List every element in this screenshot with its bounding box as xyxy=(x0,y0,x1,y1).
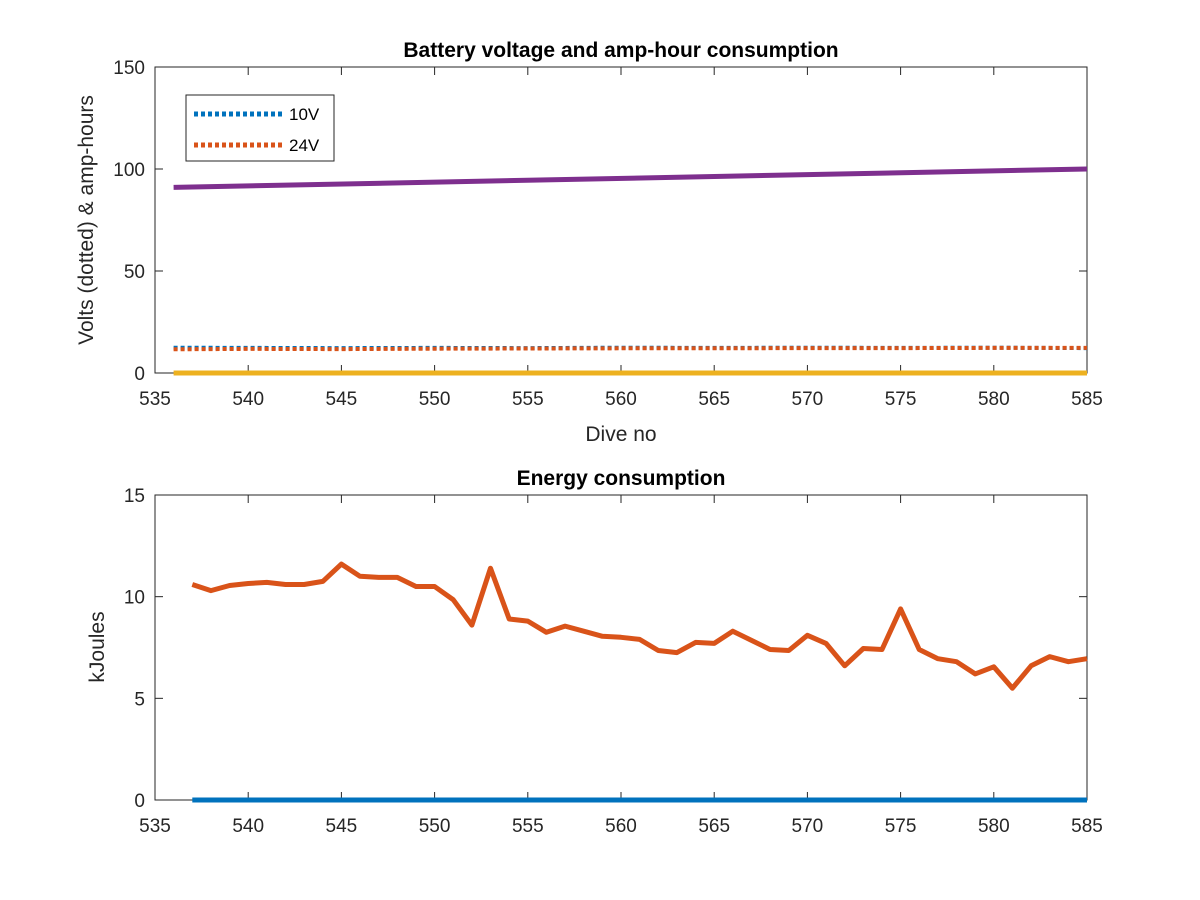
x-tick-label: 560 xyxy=(605,389,637,410)
legend-entry-24v: 24V xyxy=(289,136,320,155)
top-x-axis-label: Dive no xyxy=(585,423,656,446)
bottom-chart-title: Energy consumption xyxy=(517,467,726,490)
top-series-lines xyxy=(173,166,1088,376)
x-tick-label: 575 xyxy=(885,816,917,837)
bottom-chart: Energy consumption kJoules 535 540 545 550 5… xyxy=(86,467,1103,837)
y-tick-label: 100 xyxy=(113,160,145,181)
bottom-axis-ticks: 535 540 545 550 555 560 565 570 575 580 585 0 5 10 15 xyxy=(124,486,1103,837)
bottom-plot-area xyxy=(154,494,1088,801)
x-tick-label: 535 xyxy=(139,389,171,410)
y-tick-label: 50 xyxy=(124,262,145,283)
y-tick-label: 15 xyxy=(124,486,145,507)
bottom-y-axis-label: kJoules xyxy=(86,611,109,682)
x-tick-label: 570 xyxy=(792,389,824,410)
x-tick-label: 555 xyxy=(512,816,544,837)
x-tick-label: 580 xyxy=(978,816,1010,837)
x-tick-label: 545 xyxy=(326,816,358,837)
legend-entry-10v: 10V xyxy=(289,105,320,124)
x-tick-label: 570 xyxy=(792,816,824,837)
y-tick-label: 0 xyxy=(134,791,145,812)
x-tick-label: 540 xyxy=(232,816,264,837)
x-tick-label: 565 xyxy=(698,816,730,837)
bottom-series-lines xyxy=(191,561,1088,803)
x-tick-label: 555 xyxy=(512,389,544,410)
y-tick-label: 0 xyxy=(134,364,145,385)
series-line-plain-2 xyxy=(173,166,1088,190)
x-tick-label: 560 xyxy=(605,816,637,837)
x-tick-label: 580 xyxy=(978,389,1010,410)
x-tick-label: 575 xyxy=(885,389,917,410)
y-tick-label: 5 xyxy=(134,689,145,710)
legend: 10V 24V xyxy=(185,94,335,162)
x-tick-label: 585 xyxy=(1071,389,1103,410)
series-line-plain-0 xyxy=(191,561,1088,691)
top-chart-title: Battery voltage and amp-hour consumption xyxy=(403,39,838,62)
x-tick-label: 535 xyxy=(139,816,171,837)
y-tick-label: 150 xyxy=(113,58,145,79)
top-axis-ticks: 535 540 545 550 555 560 565 570 575 580 585 0 50 100 1… xyxy=(113,58,1103,410)
x-tick-label: 550 xyxy=(419,389,451,410)
y-tick-label: 10 xyxy=(124,588,145,609)
x-tick-label: 565 xyxy=(698,389,730,410)
legend-box xyxy=(185,94,335,162)
x-tick-label: 545 xyxy=(326,389,358,410)
series-line-24v xyxy=(173,345,1087,352)
top-chart: Battery voltage and amp-hour consumption… xyxy=(75,39,1103,446)
x-tick-label: 550 xyxy=(419,816,451,837)
x-tick-label: 585 xyxy=(1071,816,1103,837)
x-tick-label: 540 xyxy=(232,389,264,410)
top-y-axis-label: Volts (dotted) & amp-hours xyxy=(75,95,98,345)
